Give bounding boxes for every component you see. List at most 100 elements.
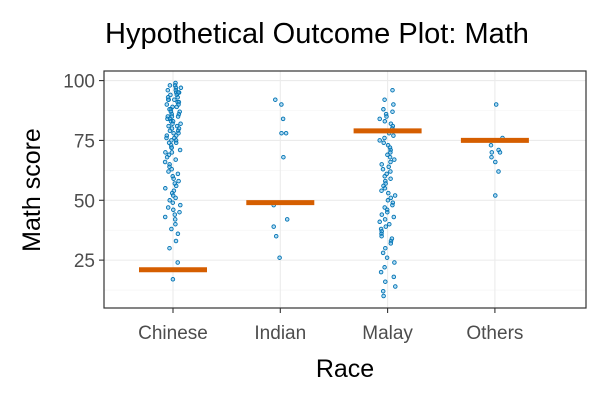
data-point [166, 123, 171, 129]
data-point [489, 154, 494, 160]
y-axis: 25 50 75 100 [63, 72, 104, 272]
data-point [170, 200, 176, 205]
data-points [162, 80, 505, 299]
x-axis-title: Race [316, 355, 374, 383]
data-point [391, 214, 397, 220]
data-point [167, 83, 173, 88]
data-point [162, 159, 168, 165]
data-point [388, 176, 393, 181]
data-point [379, 162, 384, 167]
data-point [171, 207, 176, 213]
data-point [388, 241, 394, 246]
data-point [173, 238, 179, 244]
data-point [169, 150, 175, 155]
data-point [170, 121, 175, 126]
data-point [177, 147, 183, 153]
data-point [391, 102, 396, 107]
data-point [379, 233, 384, 239]
data-point [385, 198, 391, 203]
data-point [176, 178, 181, 184]
data-point [381, 293, 386, 299]
data-point [493, 102, 499, 107]
data-point [387, 154, 393, 160]
data-point [388, 195, 394, 201]
data-point [386, 164, 391, 170]
data-point [280, 116, 286, 122]
data-point [392, 157, 397, 162]
data-point [493, 193, 498, 198]
data-point [171, 176, 176, 181]
data-point [497, 150, 503, 155]
data-point [175, 95, 180, 100]
data-point [178, 121, 183, 126]
data-point [381, 107, 386, 112]
y-axis-title: Math score [18, 128, 46, 252]
data-point [173, 183, 179, 189]
data-point [382, 97, 387, 102]
data-point [279, 102, 284, 107]
data-point [386, 190, 391, 196]
data-point [175, 171, 181, 177]
data-point [385, 152, 390, 158]
data-point [175, 231, 181, 237]
data-point [163, 150, 168, 155]
data-point [393, 284, 398, 289]
data-point [279, 130, 284, 136]
data-point [382, 265, 387, 270]
data-point [377, 138, 382, 143]
data-point [167, 245, 172, 251]
data-point [388, 169, 393, 174]
data-point [173, 221, 178, 227]
y-tick-label: 100 [63, 72, 95, 93]
data-point [164, 135, 169, 141]
data-point [167, 198, 172, 203]
y-tick-label: 25 [74, 251, 95, 272]
data-point [488, 142, 494, 148]
data-point [167, 128, 173, 134]
data-point [169, 166, 174, 172]
data-point [384, 255, 390, 260]
data-point [173, 140, 179, 146]
plot-panel [103, 70, 587, 309]
data-point [383, 224, 389, 229]
data-point [169, 145, 174, 150]
data-point [392, 193, 398, 198]
data-point [380, 250, 386, 256]
data-point [381, 140, 386, 146]
data-point [172, 97, 177, 102]
data-point [174, 104, 179, 110]
data-point [392, 260, 397, 265]
data-point [385, 209, 390, 215]
data-point [378, 269, 384, 275]
data-point [171, 130, 176, 136]
data-point [383, 279, 388, 284]
data-point [382, 174, 387, 179]
data-point [382, 119, 388, 124]
data-point [377, 219, 382, 225]
data-point [380, 288, 386, 294]
data-point [388, 159, 393, 165]
data-point [390, 87, 395, 93]
data-point [173, 195, 178, 201]
x-tick-label: Chinese [138, 323, 208, 344]
data-point [382, 186, 388, 191]
gridlines [104, 71, 586, 308]
data-point [382, 217, 388, 222]
data-point [390, 109, 395, 114]
data-point [377, 116, 382, 122]
summary-lines [139, 128, 529, 273]
data-point [173, 157, 178, 162]
data-point [391, 133, 396, 138]
data-point [281, 154, 286, 160]
data-point [178, 202, 183, 208]
data-point [172, 212, 178, 217]
data-point [170, 277, 176, 282]
data-point [277, 255, 282, 260]
x-tick-label: Malay [362, 323, 413, 344]
data-point [165, 87, 171, 93]
data-point [165, 205, 171, 210]
data-point [284, 217, 290, 222]
data-point [379, 212, 385, 217]
data-point [166, 169, 171, 174]
